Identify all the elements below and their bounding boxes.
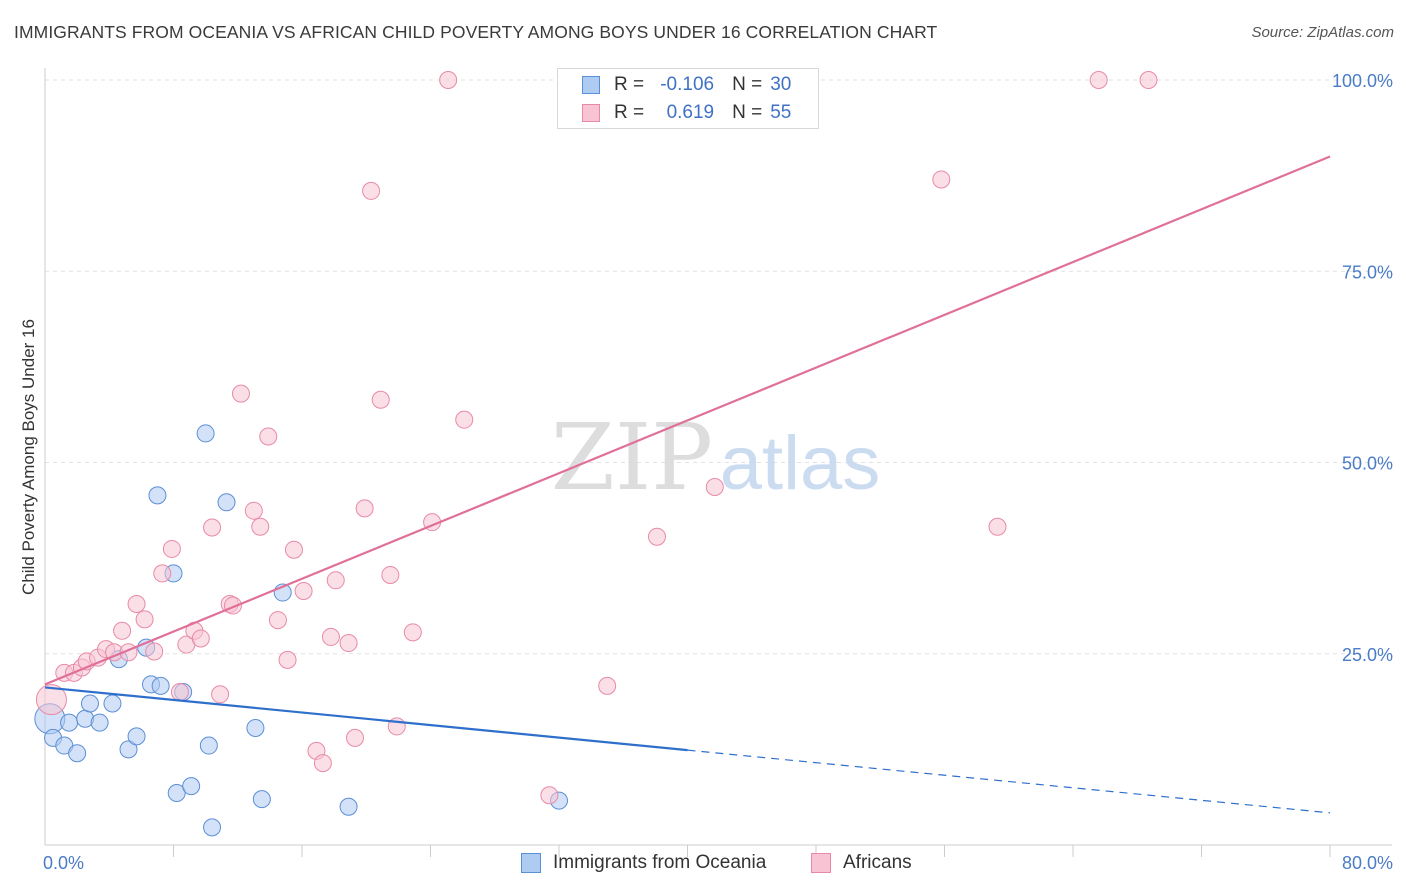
point-oceania [127, 727, 146, 746]
legend-item-africans: Africans [811, 852, 912, 874]
trend-lines [44, 155, 1331, 814]
y-tick-label: 25.0% [1342, 645, 1393, 665]
y-tick-label: 100.0% [1332, 71, 1393, 91]
legend-n-label: N = [732, 74, 763, 95]
legend-swatch-africans [582, 104, 600, 122]
point-africans [231, 384, 250, 403]
x-tick-label: 80.0% [1342, 853, 1393, 873]
point-oceania [203, 818, 222, 837]
stats-legend: R = -0.106 N = 30 R = 0.619 N = 55 [557, 68, 819, 129]
point-africans [113, 621, 132, 640]
legend-label-oceania: Immigrants from Oceania [553, 852, 767, 873]
point-africans [153, 564, 172, 583]
point-oceania [246, 718, 265, 737]
point-africans [371, 390, 390, 409]
point-africans [259, 427, 278, 446]
point-oceania [68, 744, 87, 763]
point-africans [598, 676, 617, 695]
legend-n-value: 30 [770, 74, 792, 95]
point-africans [988, 517, 1007, 536]
legend-item-oceania: Immigrants from Oceania [521, 852, 766, 874]
point-africans [339, 634, 358, 653]
legend-row-oceania: R = -0.106 N = 30 [582, 73, 791, 97]
trend-line-africans [44, 155, 1331, 686]
point-africans [203, 518, 222, 537]
point-oceania [339, 797, 358, 816]
y-tick-label: 75.0% [1342, 262, 1393, 282]
trend-line-oceania [44, 686, 688, 752]
point-africans [268, 611, 287, 630]
point-africans [284, 540, 303, 559]
point-africans [127, 595, 146, 614]
chart-title: IMMIGRANTS FROM OCEANIA VS AFRICAN CHILD… [14, 22, 938, 42]
point-oceania [217, 493, 236, 512]
point-africans [455, 410, 474, 429]
source-label: Source: ZipAtlas.com [1251, 24, 1394, 41]
point-oceania [151, 676, 170, 695]
series-legend: Immigrants from Oceania Africans [0, 852, 1406, 876]
point-africans [244, 501, 263, 520]
grid-lines [45, 79, 1392, 655]
tick-labels: 25.0% 50.0% 75.0% 100.0% 0.0% 80.0% [43, 71, 1393, 873]
point-oceania [167, 783, 186, 802]
legend-r-value: 0.619 [666, 102, 715, 123]
point-africans [1089, 71, 1108, 89]
point-africans [170, 683, 189, 701]
point-africans [313, 754, 332, 773]
legend-n-value: 55 [770, 102, 792, 123]
point-oceania [119, 740, 138, 759]
point-africans [251, 517, 270, 536]
point-oceania [90, 713, 109, 732]
point-africans [403, 623, 422, 642]
legend-r-value: -0.106 [660, 74, 715, 95]
point-oceania [196, 424, 215, 443]
watermark-atlas: atlas [720, 421, 881, 506]
legend-label-africans: Africans [843, 852, 912, 873]
point-africans [381, 565, 400, 584]
point-africans [362, 181, 381, 200]
point-oceania [182, 777, 201, 796]
legend-row-africans: R = 0.619 N = 55 [582, 101, 791, 125]
point-africans [321, 627, 340, 646]
point-oceania [60, 713, 79, 732]
point-oceania [199, 736, 218, 755]
point-oceania [80, 694, 99, 713]
point-africans [326, 571, 345, 590]
point-africans [162, 539, 181, 558]
point-africans [540, 786, 559, 805]
point-oceania [103, 694, 122, 713]
trend-line-oceania-extension [687, 749, 1331, 814]
point-africans [705, 477, 724, 496]
legend-swatch-oceania [582, 76, 600, 94]
point-oceania [148, 486, 167, 505]
legend-swatch-oceania [521, 853, 541, 873]
point-africans [35, 684, 67, 716]
point-africans [135, 610, 154, 629]
point-africans [647, 527, 666, 546]
point-africans [145, 642, 164, 661]
point-africans [932, 170, 951, 189]
legend-n-label: N = [732, 102, 763, 123]
point-oceania [252, 790, 271, 809]
legend-r-label: R = [614, 74, 645, 95]
point-africans [278, 650, 297, 669]
point-africans [211, 685, 230, 704]
y-axis-label: Child Poverty Among Boys Under 16 [19, 319, 38, 595]
point-africans [346, 728, 365, 747]
legend-r-label: R = [614, 102, 645, 123]
point-africans [439, 71, 458, 89]
point-africans [191, 629, 210, 648]
point-africans [294, 582, 313, 601]
point-africans [1139, 71, 1158, 89]
legend-swatch-africans [811, 853, 831, 873]
x-tick-label: 0.0% [43, 853, 84, 873]
y-tick-label: 50.0% [1342, 454, 1393, 474]
point-africans [355, 499, 374, 518]
